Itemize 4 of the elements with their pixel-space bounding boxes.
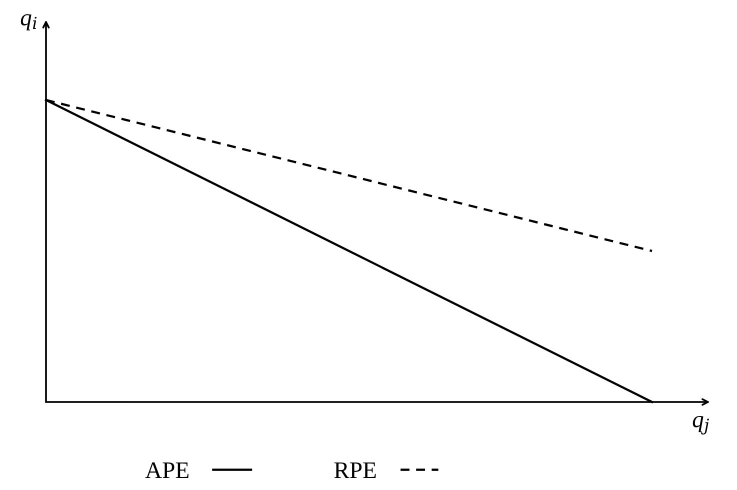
- y-axis-title: q$_{i}$: [20, 14, 37, 30]
- legend-label: RPE: [334, 462, 376, 478]
- legend-label: APE: [145, 462, 188, 478]
- x-axis-title: q$_{j}$: [692, 416, 709, 434]
